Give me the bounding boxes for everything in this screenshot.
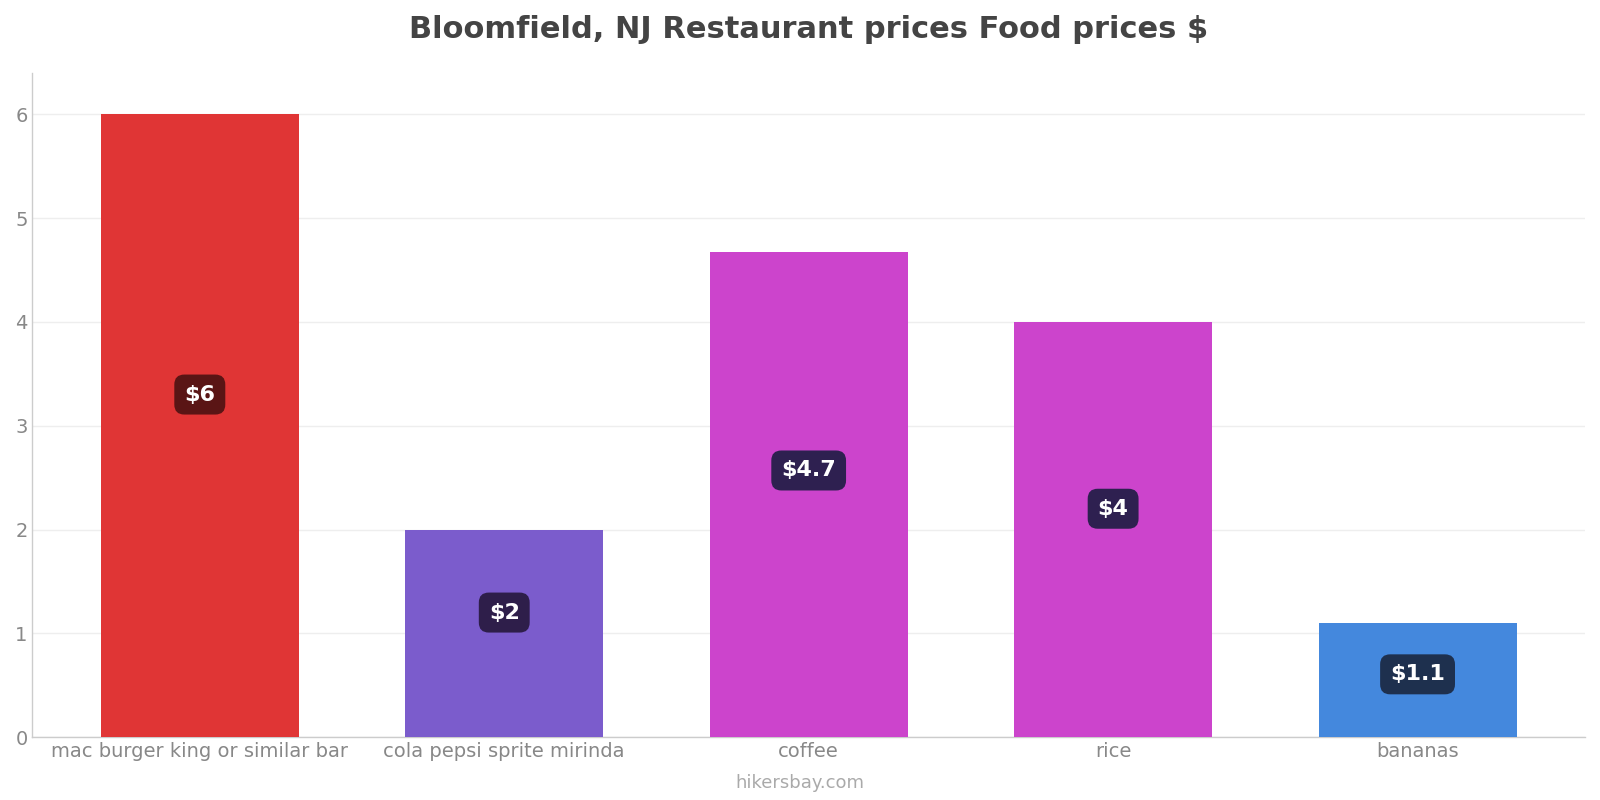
Text: $2: $2 [490,602,520,622]
Text: hikersbay.com: hikersbay.com [736,774,864,792]
Bar [710,252,907,737]
Bar [1014,322,1213,737]
Text: $4.7: $4.7 [781,461,837,481]
Text: $6: $6 [184,385,216,405]
Bar [405,530,603,737]
Title: Bloomfield, NJ Restaurant prices Food prices $: Bloomfield, NJ Restaurant prices Food pr… [410,15,1208,44]
Text: $1.1: $1.1 [1390,664,1445,684]
Bar [1318,623,1517,737]
Text: $4: $4 [1098,498,1128,518]
Bar [101,114,299,737]
